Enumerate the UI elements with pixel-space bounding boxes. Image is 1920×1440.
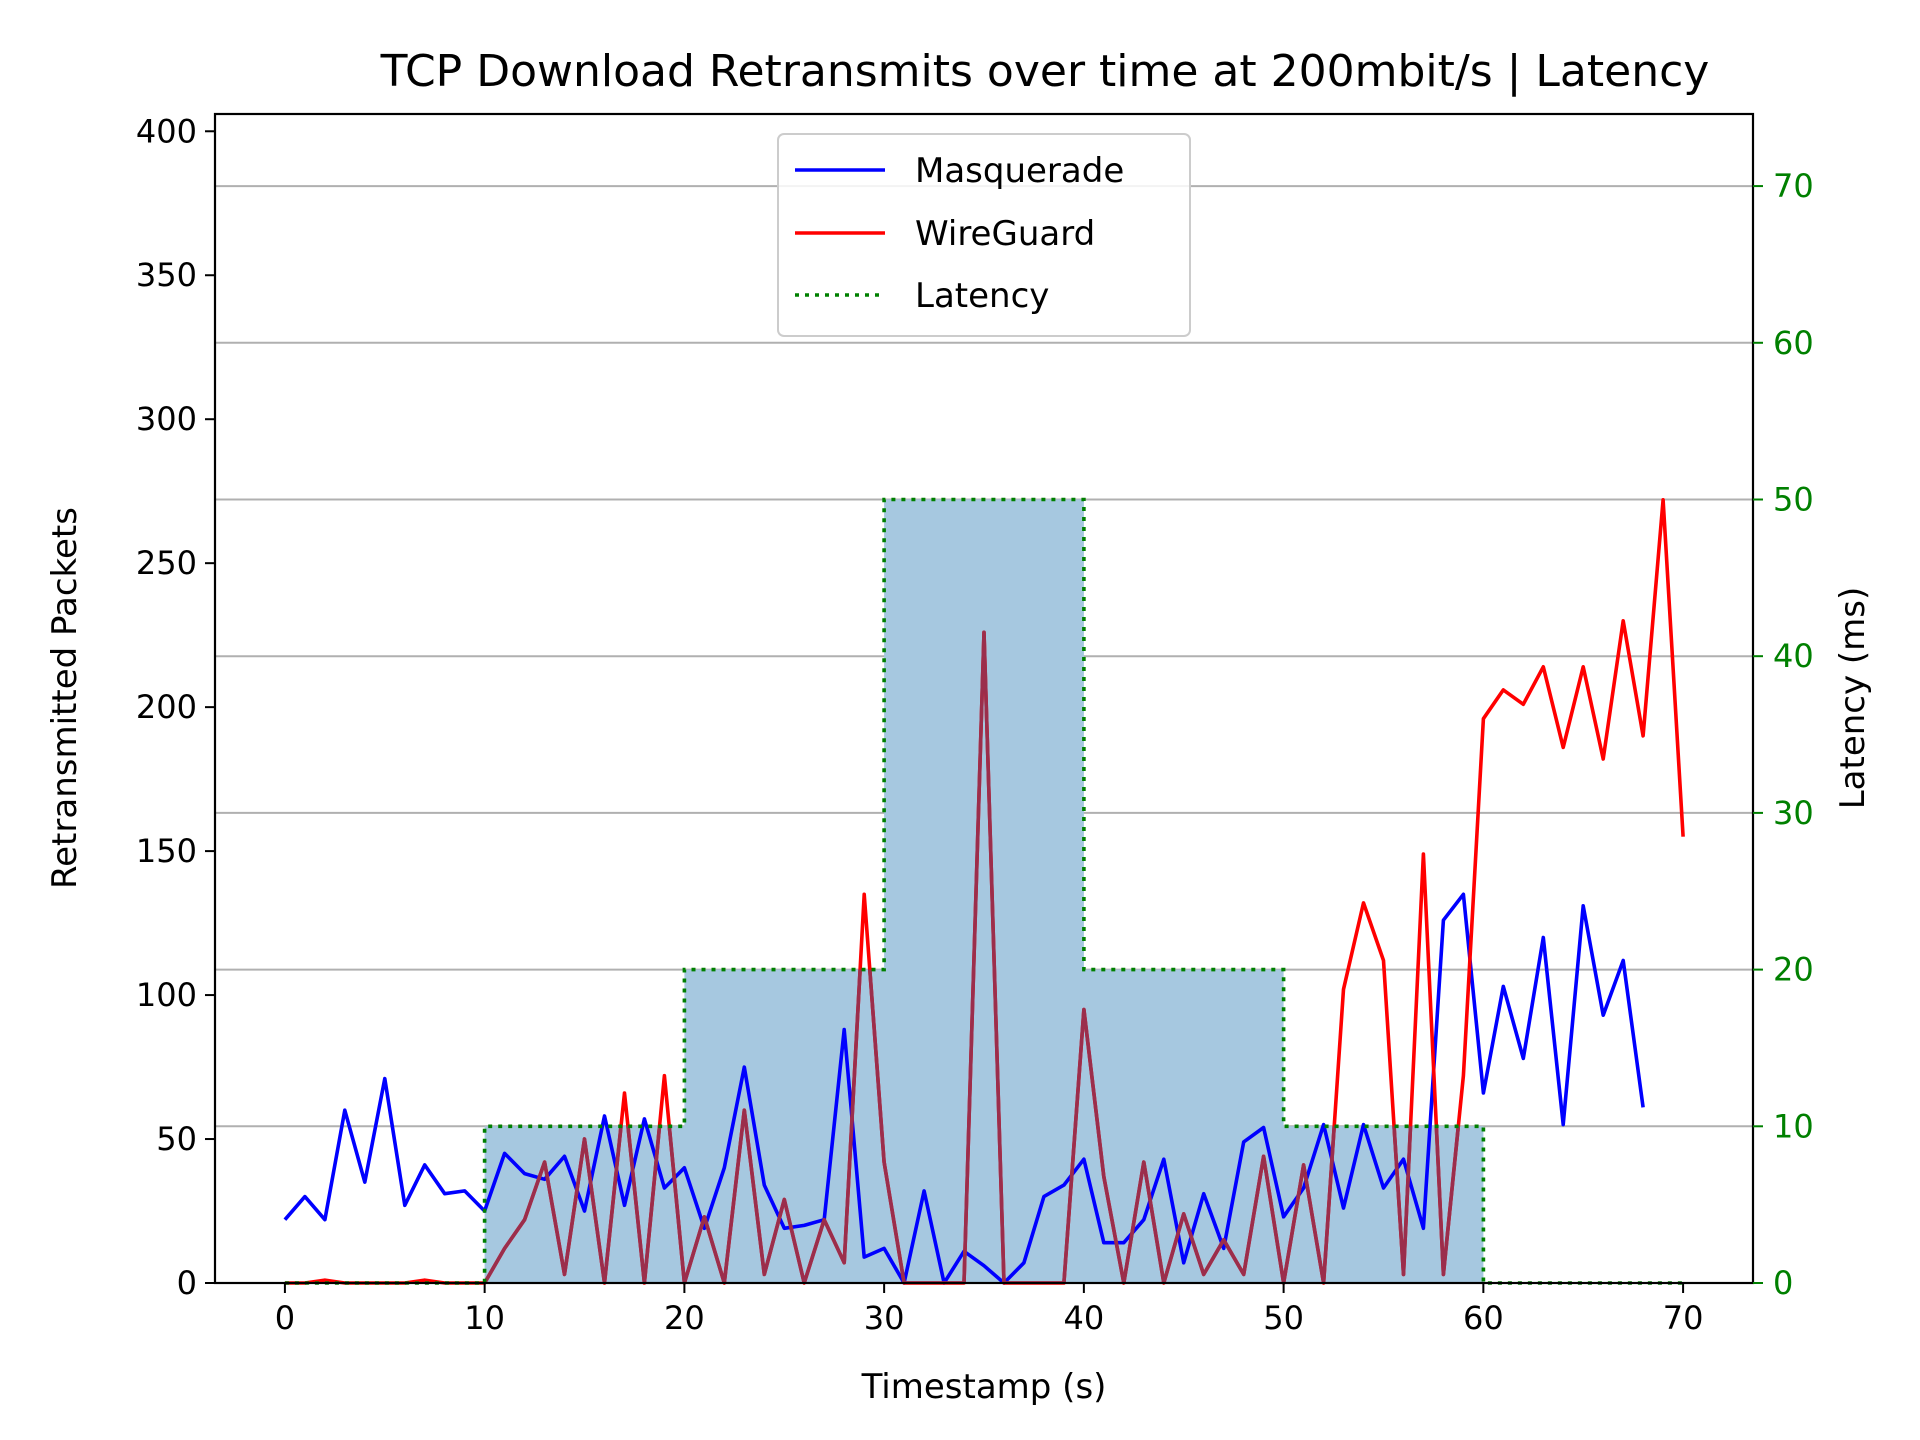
y2-axis-title: Latency (ms) (1833, 587, 1873, 810)
legend-label-masquerade: Masquerade (915, 151, 1124, 191)
x-tick-label: 30 (864, 1299, 905, 1337)
y-tick-label: 400 (136, 112, 197, 150)
y-axis-right: 0 10 20 30 40 50 60 70 (1753, 167, 1814, 1302)
x-tick-label: 70 (1663, 1299, 1704, 1337)
x-axis-title: Timestamp (s) (861, 1367, 1107, 1407)
y2-tick-label: 70 (1773, 167, 1814, 205)
x-tick-label: 40 (1064, 1299, 1105, 1337)
series-line-latency (284, 497, 1684, 1285)
latency-line (284, 497, 1684, 1285)
y2-tick-label: 0 (1773, 1264, 1793, 1302)
y-axis-title: Retransmitted Packets (45, 507, 85, 889)
legend-box (777, 133, 1191, 337)
plot-frame (213, 112, 1755, 1285)
latency-fill (284, 499, 1684, 1283)
y2-tick-label: 20 (1773, 951, 1814, 989)
y-tick-label: 100 (136, 976, 197, 1014)
y-tick-label: 250 (136, 544, 197, 582)
y-tick-label: 300 (136, 400, 197, 438)
y-tick-label: 50 (156, 1120, 197, 1158)
y-tick-label: 0 (177, 1264, 197, 1302)
y-tick-label: 350 (136, 256, 197, 294)
legend-label-latency: Latency (915, 276, 1049, 316)
y2-tick-label: 50 (1773, 480, 1814, 518)
x-tick-label: 10 (464, 1299, 505, 1337)
y-tick-label: 200 (136, 688, 197, 726)
y2-tick-label: 10 (1773, 1107, 1814, 1145)
x-tick-label: 50 (1263, 1299, 1304, 1337)
x-axis: 0 10 20 30 40 50 60 70 (275, 1283, 1704, 1337)
y-tick-label: 150 (136, 832, 197, 870)
legend-label-wireguard: WireGuard (915, 214, 1095, 254)
x-tick-label: 60 (1463, 1299, 1504, 1337)
series-line-wireguard-overlap (284, 499, 1684, 1283)
latency-area (284, 499, 1684, 1283)
y-axis-left: 0 50 100 150 200 250 300 350 400 (136, 112, 215, 1302)
y2-tick-label: 40 (1773, 637, 1814, 675)
y2-tick-label: 60 (1773, 324, 1814, 362)
x-tick-label: 0 (275, 1299, 295, 1337)
series-lines (283, 497, 1685, 1285)
chart-title: TCP Download Retransmits over time at 20… (380, 46, 1710, 97)
x-tick-label: 20 (664, 1299, 705, 1337)
legend: Masquerade WireGuard Latency (777, 133, 1191, 337)
y2-tick-label: 30 (1773, 794, 1814, 832)
